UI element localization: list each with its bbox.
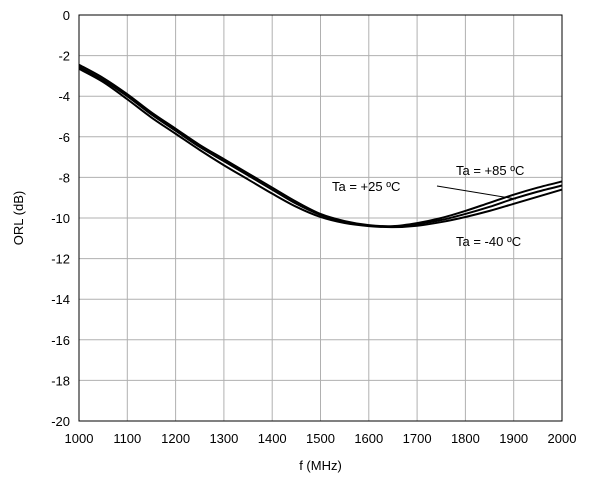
y-tick-label: -20 <box>51 414 70 429</box>
y-axis-title: ORL (dB) <box>11 191 26 245</box>
x-tick-label: 1100 <box>113 431 141 446</box>
y-tick-label: -6 <box>58 130 70 145</box>
x-tick-label: 1200 <box>161 431 190 446</box>
annotation-ta-25: Ta = +25 ºC <box>332 179 400 194</box>
series-line-ta-25 <box>78 65 563 228</box>
annotation-ta-85: Ta = +85 ºC <box>456 163 524 178</box>
x-tick-label: 1600 <box>354 431 383 446</box>
y-tick-label: -18 <box>51 373 70 388</box>
y-tick-label: -2 <box>58 49 70 64</box>
x-tick-label: 1800 <box>451 431 480 446</box>
series-line-ta-40 <box>78 67 563 229</box>
y-tick-label: -4 <box>58 89 70 104</box>
y-tick-label: -12 <box>51 252 70 267</box>
y-tick-label: -8 <box>58 170 70 185</box>
y-tick-label: -16 <box>51 333 70 348</box>
annotation-ta-40: Ta = -40 ºC <box>456 234 521 249</box>
x-axis-tick-labels: 1000 1100 1200 1300 1400 1500 1600 1700 1800 1900… <box>65 431 577 446</box>
annotations: Ta = +85 ºC Ta = +25 ºC Ta = -40 ºC <box>332 163 524 249</box>
y-axis-tick-labels: 0 -2 -4 -6 -8 -10 -12 -14 -16 -18 -20 <box>51 8 70 429</box>
x-tick-label: 1400 <box>258 431 287 446</box>
x-tick-label: 1300 <box>209 431 238 446</box>
annotation-leader-line <box>436 185 517 200</box>
y-tick-label: -10 <box>51 211 70 226</box>
y-tick-label: 0 <box>63 8 70 23</box>
x-tick-label: 1500 <box>306 431 335 446</box>
x-tick-label: 1700 <box>403 431 432 446</box>
plot-area-border <box>78 14 563 422</box>
y-tick-label: -14 <box>51 292 70 307</box>
x-tick-label: 2000 <box>548 431 577 446</box>
x-tick-label: 1000 <box>65 431 94 446</box>
x-axis-title: f (MHz) <box>299 458 342 473</box>
x-tick-label: 1900 <box>499 431 528 446</box>
series-lines <box>78 63 563 229</box>
